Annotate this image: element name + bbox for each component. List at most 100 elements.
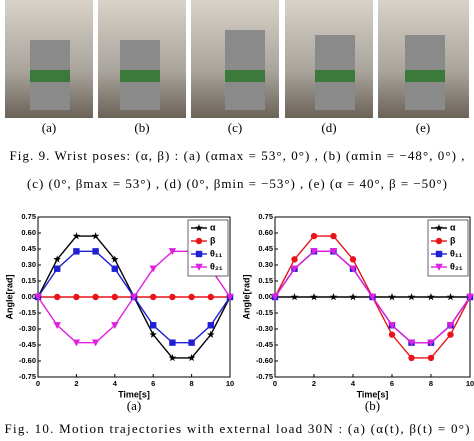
marker [388,322,396,329]
y-tick-label: -0.75 [256,372,273,381]
caption: (c) (0°, βmax = 53°) , (d) (0°, βmin = −… [27,176,447,191]
marker [111,293,119,301]
marker [53,322,61,329]
marker [111,322,119,329]
marker [427,293,435,301]
marker [291,256,298,263]
marker [195,237,203,245]
marker [188,293,195,301]
y-tick-label: -0.60 [256,356,273,365]
marker [435,263,443,271]
legend-label: β [210,235,216,245]
marker [169,339,176,346]
marker [290,265,299,273]
y-tick-label: -0.15 [256,308,273,317]
marker [427,339,435,347]
marker [187,353,196,362]
marker [330,232,337,240]
caption: Fig. 10. Motion trajectories with extern… [5,421,470,436]
y-tick-label: 0.15 [21,276,36,285]
photo-label: (e) [416,120,430,135]
legend-label: θ₁₁ [210,248,223,258]
marker [447,331,454,338]
photo-label: (b) [134,120,149,135]
marker [92,248,99,255]
marker [207,293,214,301]
x-axis-label: Time[s] [357,389,389,399]
marker [149,330,158,338]
marker [207,322,214,329]
marker [110,255,119,263]
y-tick-label: -0.30 [256,324,273,333]
marker [290,293,299,301]
photo-label: (d) [321,120,336,135]
photo [191,0,279,118]
marker [388,331,396,338]
x-tick-label: 4 [351,379,356,388]
legend-label: α [210,222,216,232]
marker [54,265,61,272]
y-tick-label: 0.45 [258,244,273,253]
marker [130,293,138,301]
sublabel: (a) [127,398,141,413]
marker [72,339,81,347]
marker [206,330,215,338]
marker [310,248,318,256]
marker [349,265,357,273]
marker [407,293,416,301]
x-tick-label: 0 [36,379,40,388]
marker [53,255,62,263]
marker [195,224,203,232]
marker [435,237,443,245]
marker [446,293,455,301]
caption: Fig. 9. Wrist poses: (α, β) : (a) (αmax … [10,148,465,163]
x-tick-label: 10 [466,379,474,388]
y-tick-label: -0.30 [19,324,36,333]
marker [329,293,338,301]
legend-label: θ₂₁ [210,261,223,271]
marker [150,293,157,301]
marker [226,293,234,301]
marker [466,293,474,301]
sublabel: (b) [365,398,380,413]
marker [73,293,80,301]
y-tick-label: -0.45 [256,340,273,349]
marker [188,339,195,346]
marker [407,339,416,347]
marker [169,293,176,301]
marker [168,248,177,256]
marker [349,293,357,301]
marker [368,293,377,301]
photo [98,0,186,118]
y-tick-label: 0.30 [258,260,273,269]
x-tick-label: 8 [429,379,433,388]
x-tick-label: 2 [74,379,78,388]
photo [5,0,93,118]
photo [378,0,469,118]
marker [111,265,118,272]
marker [329,248,338,256]
y-tick-label: 0.45 [21,244,36,253]
marker [427,354,435,362]
photo [285,0,373,118]
y-tick-label: 0.75 [21,212,36,221]
marker [310,293,318,301]
y-tick-label: 0.15 [258,276,273,285]
x-tick-label: 6 [151,379,155,388]
marker [149,265,157,273]
y-tick-label: -0.75 [19,372,36,381]
x-tick-label: 6 [390,379,394,388]
x-tick-label: 10 [226,379,234,388]
marker [72,232,81,240]
legend-label: θ₂₁ [450,261,463,271]
y-tick-label: -0.15 [19,308,36,317]
marker [388,293,396,301]
marker [271,293,279,301]
y-tick-label: 0.60 [21,228,36,237]
y-tick-label: -0.60 [19,356,36,365]
marker [168,353,177,362]
legend-label: θ₁₁ [450,248,463,258]
marker [34,293,42,301]
photos [5,0,469,118]
